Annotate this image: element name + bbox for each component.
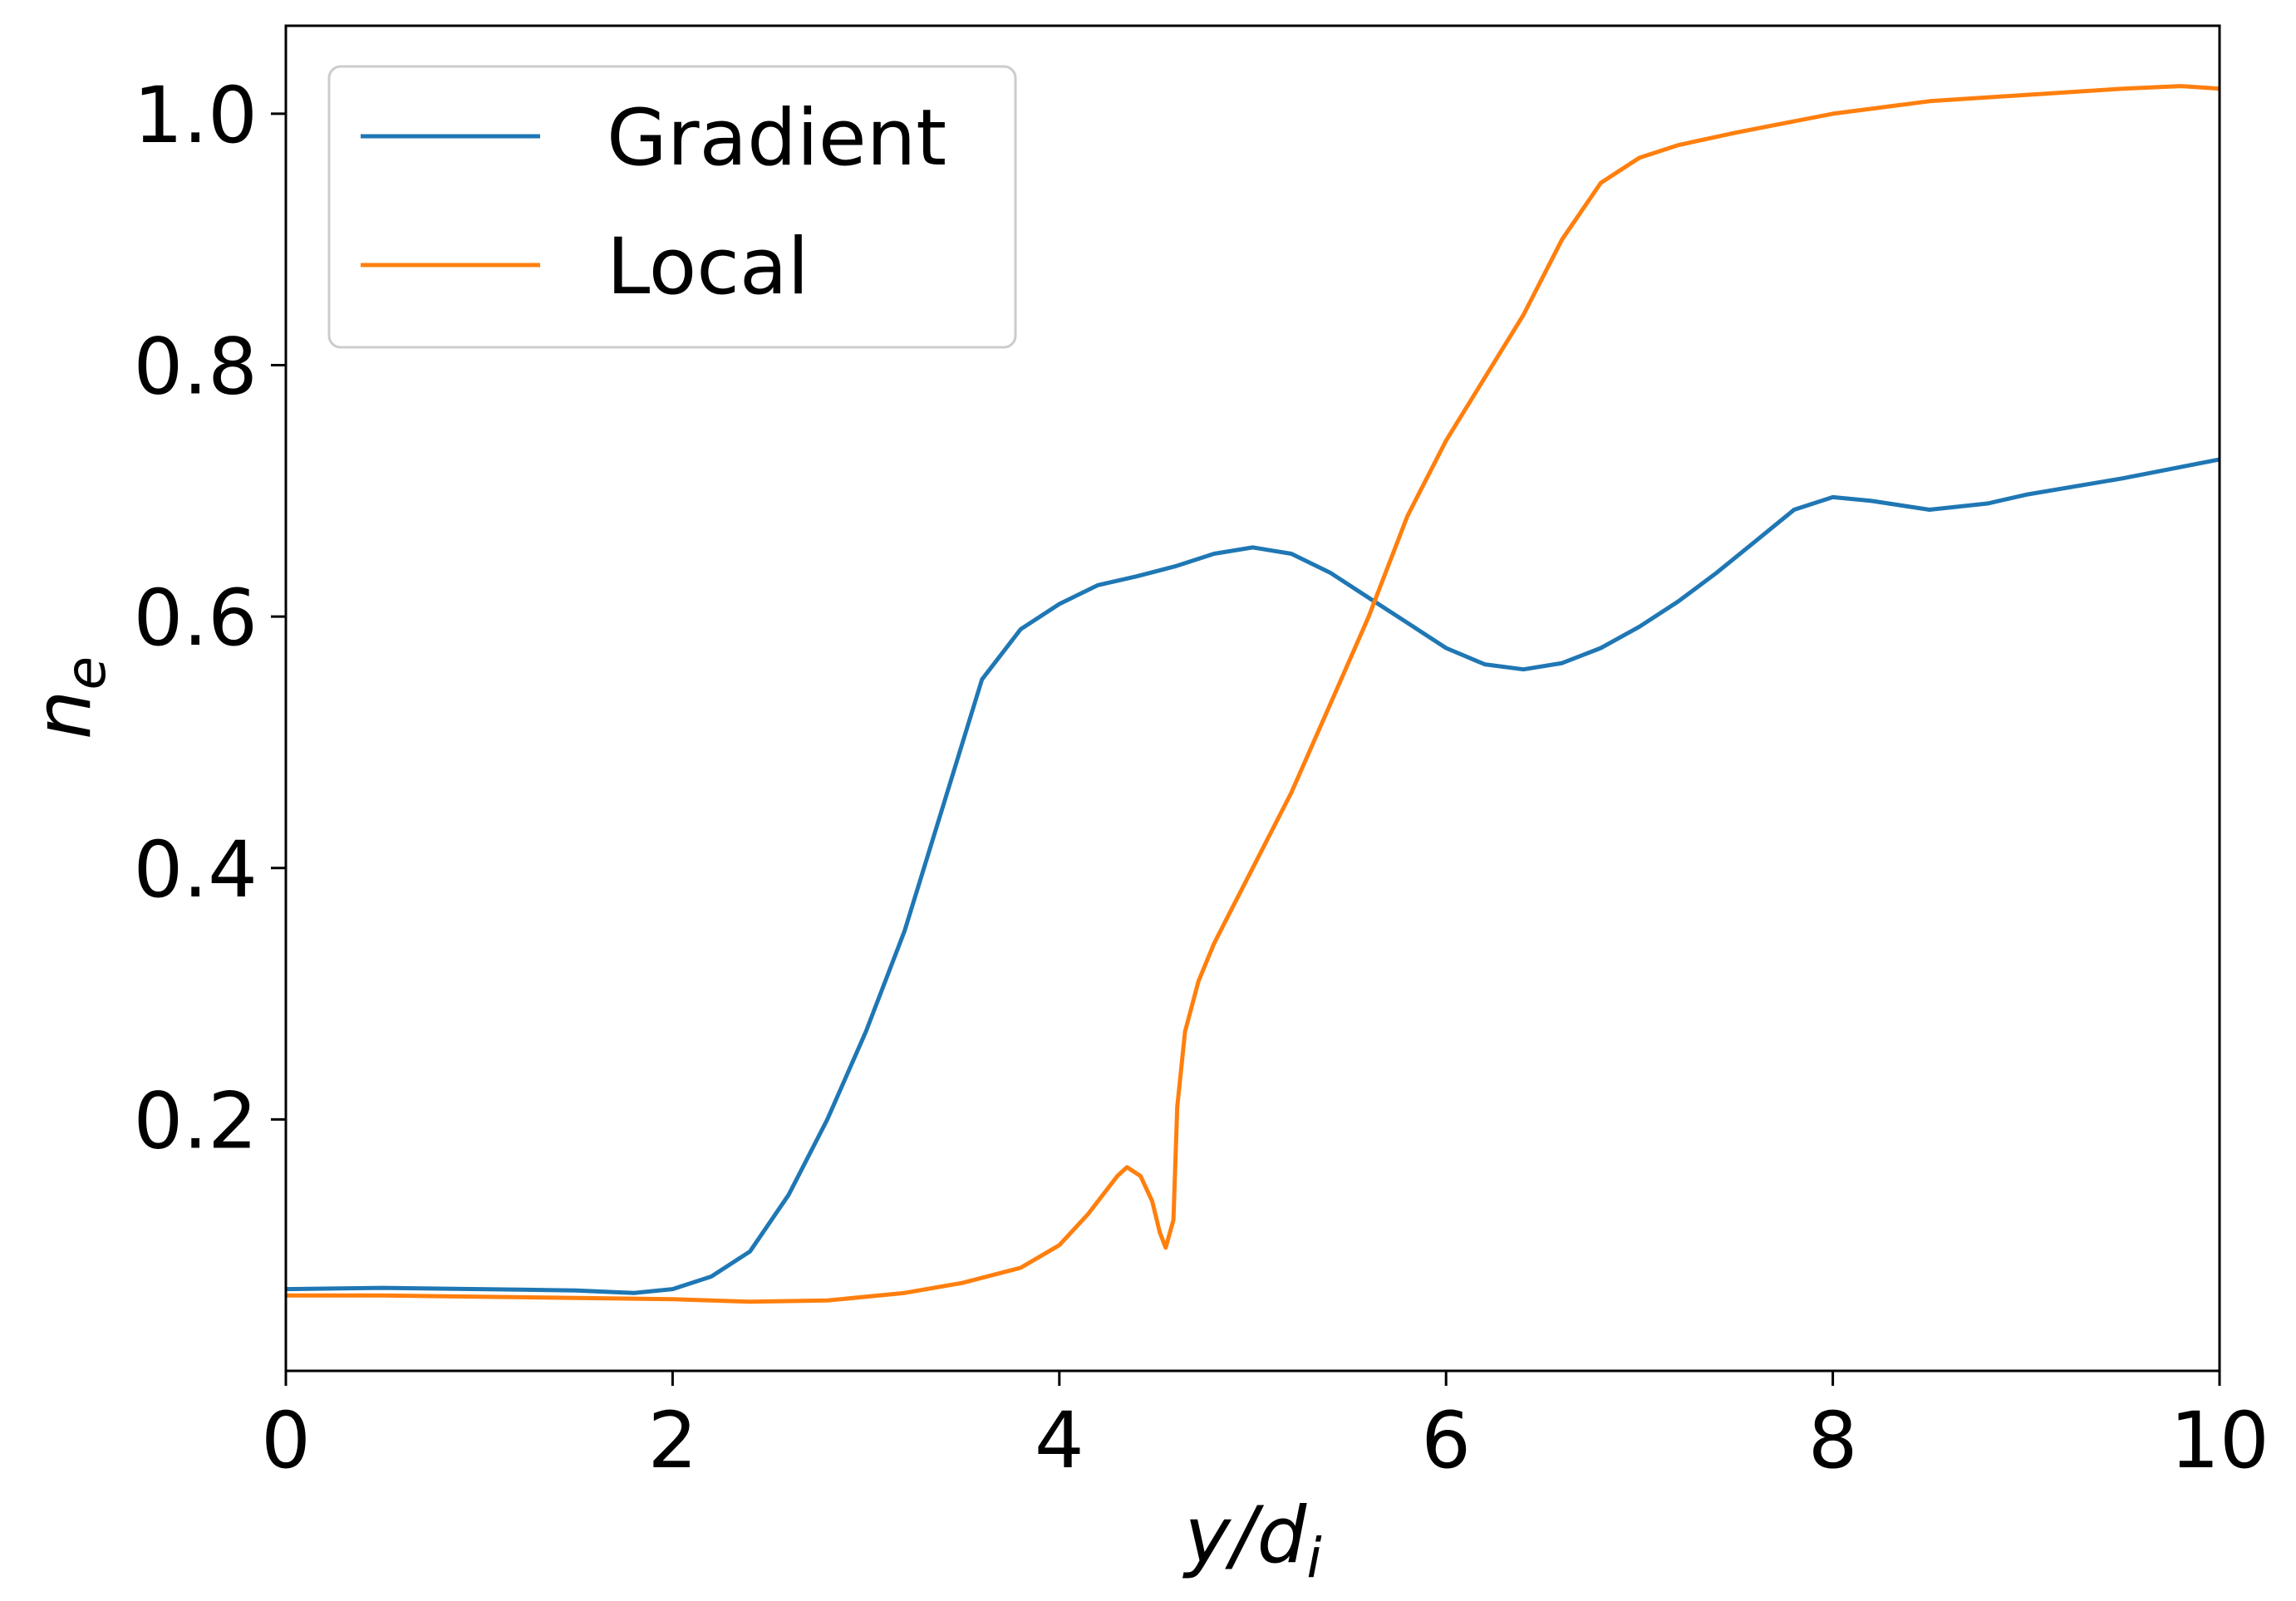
y-tick-label: 0.2 [134,1076,258,1166]
x-axis: 0 2 4 6 8 10 [261,1371,2269,1486]
y-tick-label: 0.6 [134,573,258,664]
y-tick-label: 0.8 [134,322,258,413]
series-layer [285,84,2220,1304]
legend: Gradient Local [327,65,1017,349]
x-tick-label: 8 [1808,1396,1858,1486]
x-tick-label: 2 [647,1396,697,1486]
x-tick-label: 10 [2170,1396,2269,1486]
x-axis-label: y/di [1182,1491,1322,1590]
legend-label-gradient: Gradient [607,93,946,184]
x-tick-label: 0 [261,1396,311,1486]
x-tick-label: 6 [1421,1396,1471,1486]
x-tick-label: 4 [1035,1396,1084,1486]
y-tick-label: 0.4 [134,825,258,916]
series-line-local [286,84,2220,1304]
y-tick-label: 1.0 [134,71,258,161]
y-axis: 0.2 0.4 0.6 0.8 1.0 [134,71,286,1166]
legend-label-local: Local [607,222,809,312]
series-line-gradient [285,457,2220,1295]
plot-frame [284,24,2221,1373]
